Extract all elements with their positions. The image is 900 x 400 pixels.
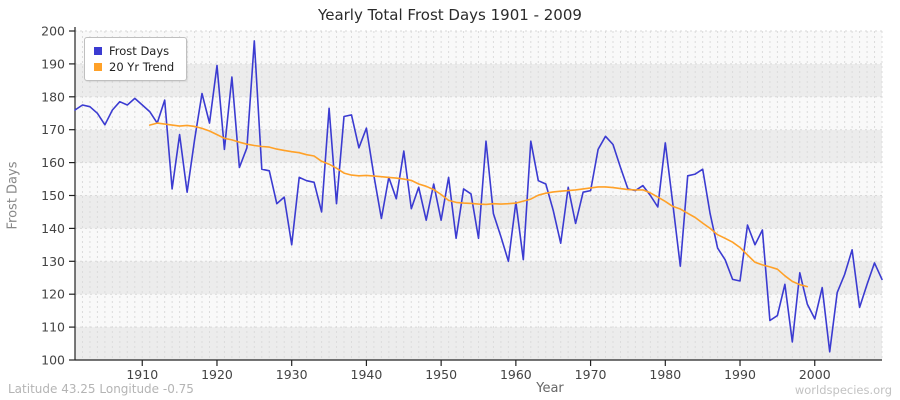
y-tick-label: 160	[41, 155, 65, 170]
chart-title: Yearly Total Frost Days 1901 - 2009	[318, 6, 582, 24]
coordinates-caption: Latitude 43.25 Longitude -0.75	[8, 382, 194, 396]
y-tick-label: 200	[41, 24, 65, 39]
x-tick-label: 2000	[799, 367, 831, 382]
x-tick-label: 1960	[500, 367, 532, 382]
y-tick-label: 190	[41, 56, 65, 71]
x-tick-label: 1950	[425, 367, 457, 382]
trend-swatch	[94, 63, 102, 71]
legend-label: 20 Yr Trend	[109, 60, 175, 74]
plot-band	[75, 162, 882, 196]
y-tick-label: 120	[41, 287, 65, 302]
y-axis-title: Frost Days	[5, 161, 21, 230]
y-tick-label: 100	[41, 353, 65, 368]
watermark: worldspecies.org	[794, 383, 892, 397]
trend-line	[148, 122, 809, 288]
legend: Frost Days 20 Yr Trend	[84, 37, 188, 81]
x-tick-label: 1980	[649, 367, 681, 382]
legend-item-20yr-trend: 20 Yr Trend	[94, 59, 174, 75]
y-tick-label: 150	[41, 188, 65, 203]
y-tick-label: 180	[41, 89, 65, 104]
x-tick-label: 1990	[724, 367, 756, 382]
legend-item-frost-days: Frost Days	[94, 43, 174, 59]
x-tick-label: 1910	[126, 367, 158, 382]
frost-days-swatch	[94, 47, 102, 55]
x-tick-label: 1930	[276, 367, 308, 382]
y-tick-label: 140	[41, 221, 65, 236]
x-tick-label: 1970	[575, 367, 607, 382]
legend-label: Frost Days	[109, 44, 170, 58]
x-tick-label: 1940	[351, 367, 383, 382]
y-tick-label: 130	[41, 254, 65, 269]
y-tick-label: 110	[41, 320, 65, 335]
frost-days-line	[74, 40, 883, 353]
x-tick-label: 1920	[201, 367, 233, 382]
y-tick-label: 170	[41, 122, 65, 137]
x-axis-title: Year	[536, 381, 564, 396]
